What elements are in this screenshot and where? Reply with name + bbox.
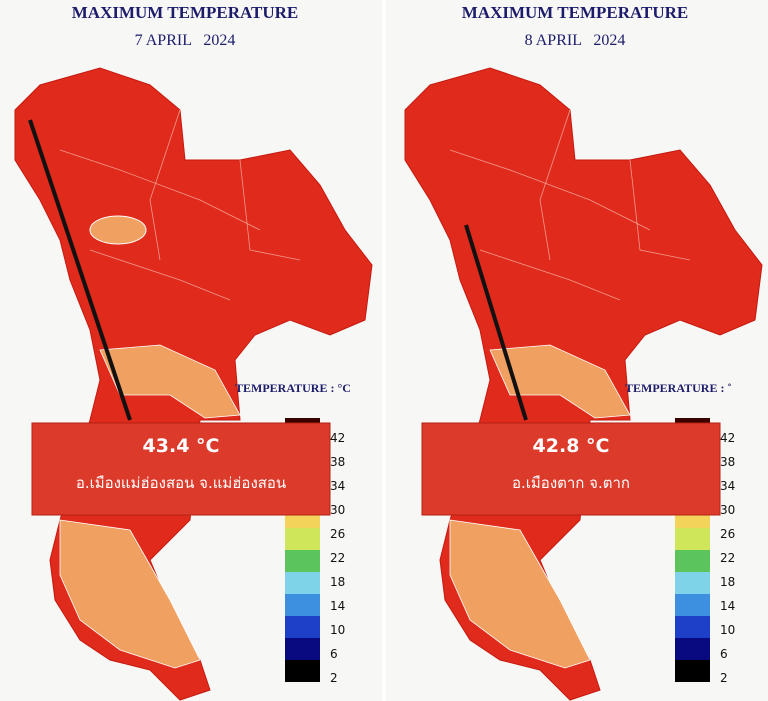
legend-tick: 18: [330, 575, 345, 589]
legend-swatch: [285, 616, 320, 638]
legend-swatch: [285, 572, 320, 594]
legend-tick: 34: [330, 479, 345, 493]
legend-swatch: [285, 528, 320, 550]
pointer-line: [464, 224, 528, 421]
legend-label: TEMPERATURE : °C: [235, 381, 351, 395]
callout-place: อ.เมืองแม่ฮ่องสอน จ.แม่ฮ่องสอน: [76, 474, 286, 492]
panel: MAXIMUM TEMPERATURE 8 APRIL 2024 TEMPERATU…: [404, 3, 763, 701]
map-date: 7 APRIL 2024: [135, 32, 236, 49]
legend-tick: 10: [330, 623, 345, 637]
callout-place: อ.เมืองตาก จ.ตาก: [512, 474, 630, 492]
legend-tick: 42: [720, 431, 735, 445]
legend-tick: 6: [720, 647, 728, 661]
legend-swatch: [675, 594, 710, 616]
legend-tick: 22: [720, 551, 735, 565]
callout-box: [31, 422, 331, 516]
legend-swatch: [675, 528, 710, 550]
legend-swatch: [675, 616, 710, 638]
panel: MAXIMUM TEMPERATURE 7 APRIL 2024 TEMPERATU…: [14, 3, 373, 701]
legend-tick: 14: [720, 599, 735, 613]
legend-tick: 18: [720, 575, 735, 589]
province-borders: [449, 109, 691, 301]
map-title: MAXIMUM TEMPERATURE: [462, 3, 689, 22]
orange-zone: [89, 215, 147, 245]
legend-swatch: [285, 638, 320, 660]
legend-tick: 2: [720, 671, 728, 685]
legend-swatch: [675, 572, 710, 594]
legend-tick: 26: [720, 527, 735, 541]
orange-zone: [449, 519, 591, 669]
legend-tick: 26: [330, 527, 345, 541]
legend-tick: 14: [330, 599, 345, 613]
legend-label: TEMPERATURE : ˚: [625, 381, 731, 395]
legend-swatch: [675, 638, 710, 660]
map-title: MAXIMUM TEMPERATURE: [72, 3, 299, 22]
legend-swatch: [285, 660, 320, 682]
province-borders: [59, 109, 301, 301]
legend-tick: 38: [720, 455, 735, 469]
legend-tick: 22: [330, 551, 345, 565]
legend-swatch: [285, 594, 320, 616]
legend-tick: 30: [330, 503, 345, 517]
legend-tick: 30: [720, 503, 735, 517]
callout-value: 42.8 °C: [533, 435, 610, 457]
callout-box: [421, 422, 721, 516]
legend-tick: 34: [720, 479, 735, 493]
legend-swatch: [285, 550, 320, 572]
legend-swatch: [675, 550, 710, 572]
legend-tick: 10: [720, 623, 735, 637]
map-date: 8 APRIL 2024: [525, 32, 626, 49]
pointer-line: [28, 119, 132, 421]
legend-tick: 38: [330, 455, 345, 469]
legend-swatch: [675, 660, 710, 682]
orange-zone: [99, 344, 241, 419]
callout-value: 43.4 °C: [143, 435, 220, 457]
orange-zone: [59, 519, 201, 669]
legend-tick: 2: [330, 671, 338, 685]
legend-tick: 42: [330, 431, 345, 445]
legend-tick: 6: [330, 647, 338, 661]
